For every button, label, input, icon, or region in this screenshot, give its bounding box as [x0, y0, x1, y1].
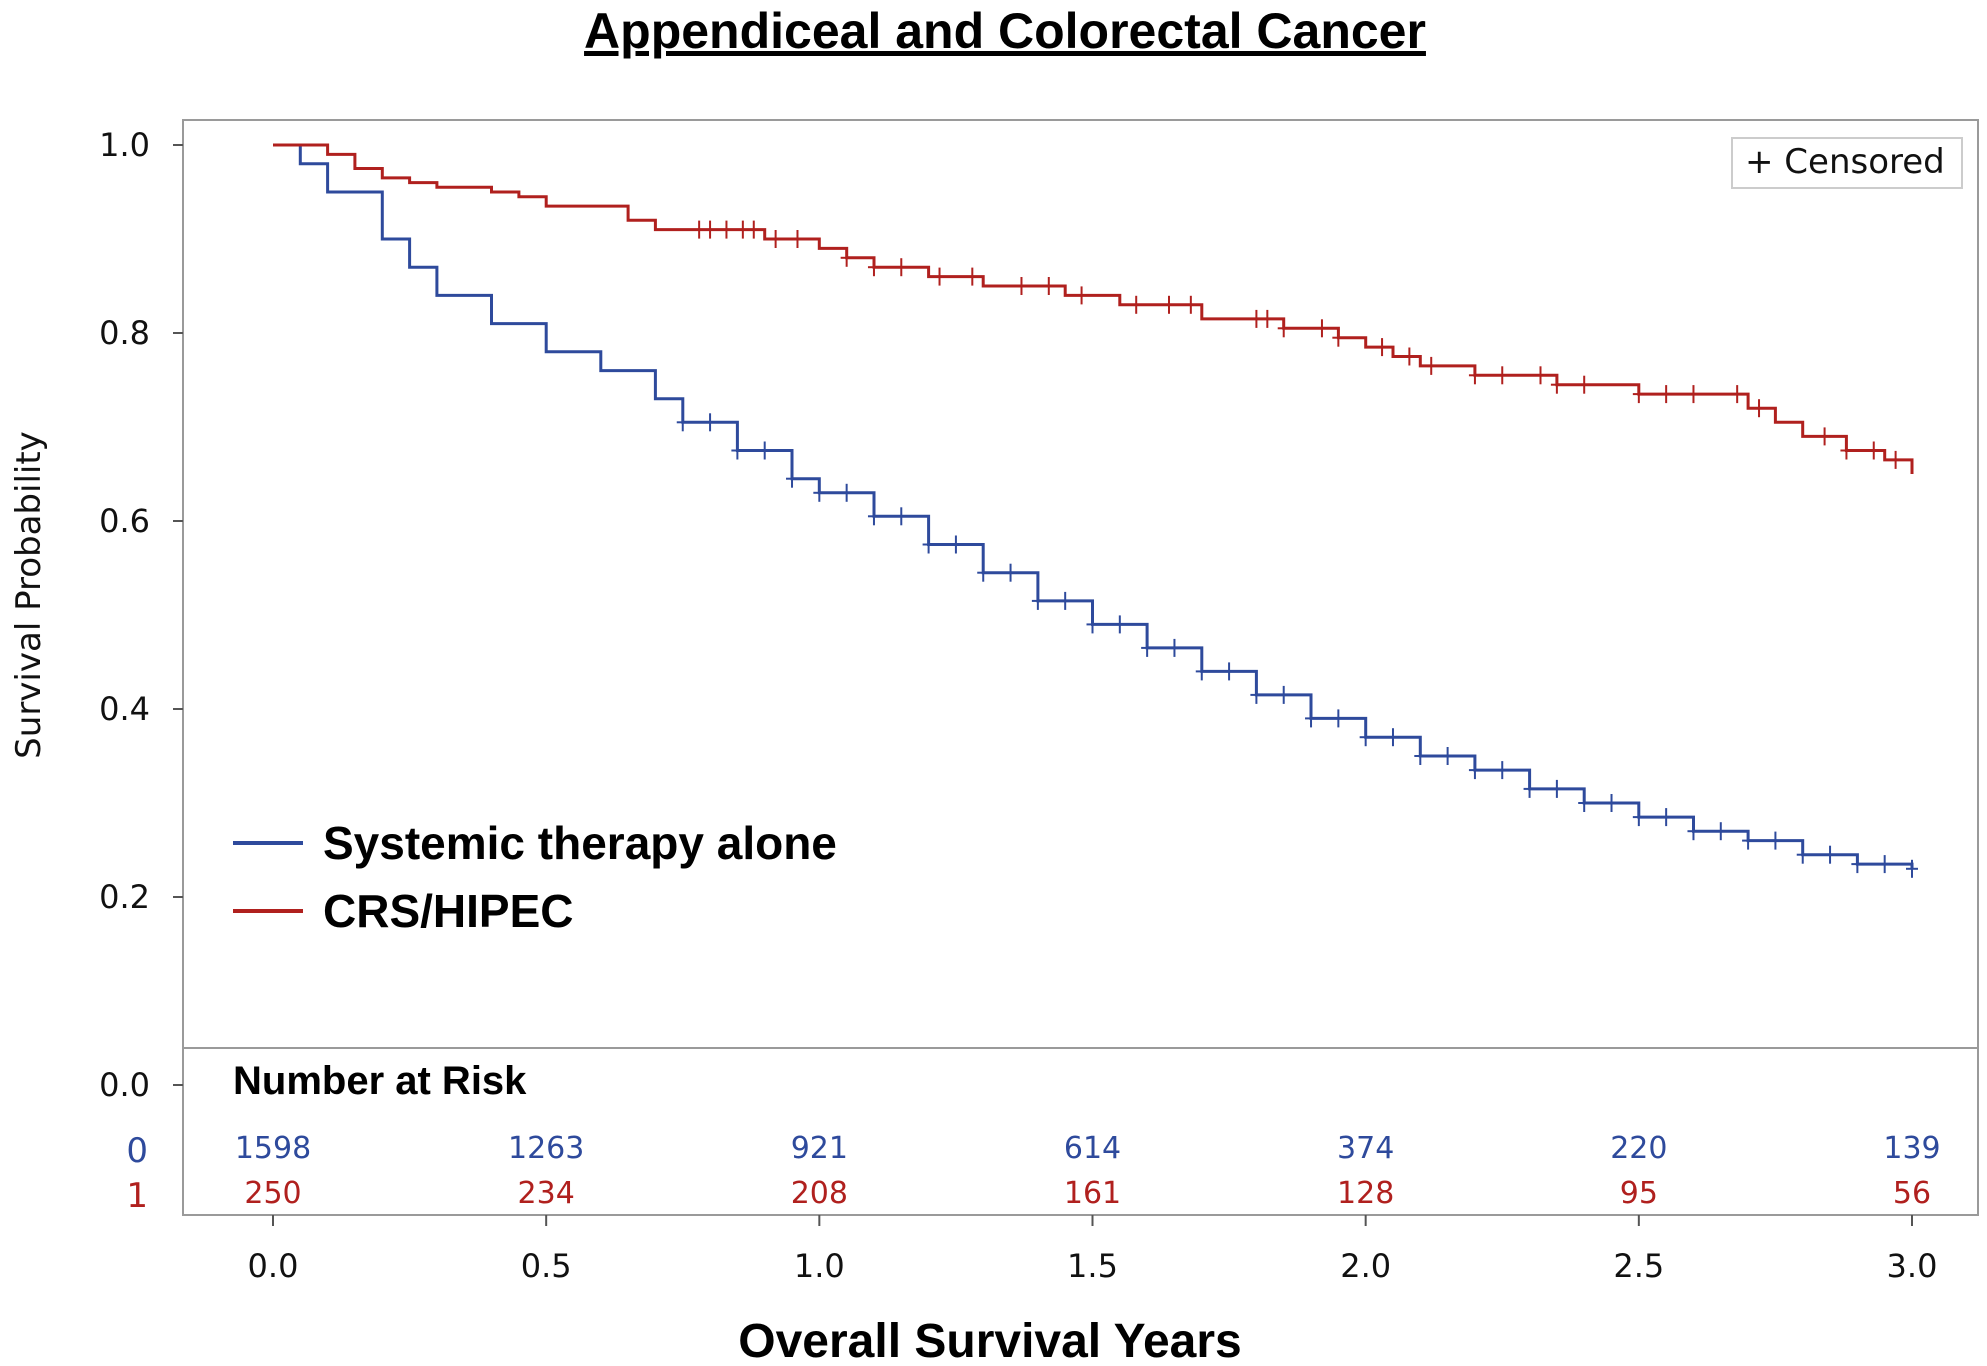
risk-count: 161 [1064, 1176, 1121, 1211]
y-axis-label: Survival Probability [9, 431, 49, 759]
risk-count: 250 [244, 1176, 301, 1211]
risk-count: 374 [1337, 1131, 1394, 1166]
risk-count: 128 [1337, 1176, 1394, 1211]
survival-curve-group-1 [273, 143, 1914, 474]
risk-count: 95 [1620, 1176, 1658, 1211]
x-axis-label: Overall Survival Years [738, 1315, 1241, 1366]
plot-frame [182, 119, 1979, 1216]
censored-legend-label: + Censored [1745, 142, 1945, 182]
censored-legend-box [1731, 137, 1963, 189]
risk-count: 1598 [235, 1131, 311, 1166]
risk-count: 56 [1893, 1176, 1931, 1211]
y-tick-label: 1.0 [99, 126, 150, 164]
risk-count: 208 [791, 1176, 848, 1211]
risk-row-group-label: 1 [126, 1176, 148, 1216]
risk-table-title: Number at Risk [233, 1059, 527, 1103]
x-axis: 0.0 0.5 1.0 1.5 2.0 2.5 3.0 [248, 1215, 1938, 1285]
chart-title: Appendiceal and Colorectal Cancer [584, 3, 1426, 59]
y-tick-label: 0.6 [99, 502, 150, 540]
x-tick-label: 0.0 [248, 1247, 299, 1285]
risk-count: 1263 [508, 1131, 584, 1166]
y-tick-label: 0.4 [99, 690, 150, 728]
censored-legend: + Censored [1731, 137, 1963, 189]
survival-curve-group-0 [273, 143, 1914, 869]
x-tick-label: 2.5 [1613, 1247, 1664, 1285]
y-tick-label: 0.2 [99, 878, 150, 916]
risk-count: 220 [1610, 1131, 1667, 1166]
x-tick-label: 1.5 [1067, 1247, 1118, 1285]
series-legend: Systemic therapy alone CRS/HIPEC [233, 817, 837, 937]
risk-table: 0 1598 1263 921 614 374 220 139 1 250 234 208 161 128… [126, 1131, 1940, 1216]
survival-curves [273, 143, 1918, 878]
y-axis: 1.0 0.8 0.6 0.4 0.2 0.0 [99, 126, 183, 1104]
x-tick-label: 3.0 [1887, 1247, 1938, 1285]
legend-label-group-1: CRS/HIPEC [323, 885, 573, 937]
y-tick-label: 0.8 [99, 314, 150, 352]
risk-count: 614 [1064, 1131, 1121, 1166]
x-tick-label: 0.5 [521, 1247, 572, 1285]
risk-count: 921 [791, 1131, 848, 1166]
x-tick-label: 1.0 [794, 1247, 845, 1285]
y-tick-label: 0.0 [99, 1066, 150, 1104]
risk-count: 234 [518, 1176, 575, 1211]
x-tick-label: 2.0 [1340, 1247, 1391, 1285]
risk-count: 139 [1883, 1131, 1940, 1166]
legend-label-group-0: Systemic therapy alone [323, 817, 837, 869]
risk-row-group-label: 0 [126, 1131, 148, 1171]
